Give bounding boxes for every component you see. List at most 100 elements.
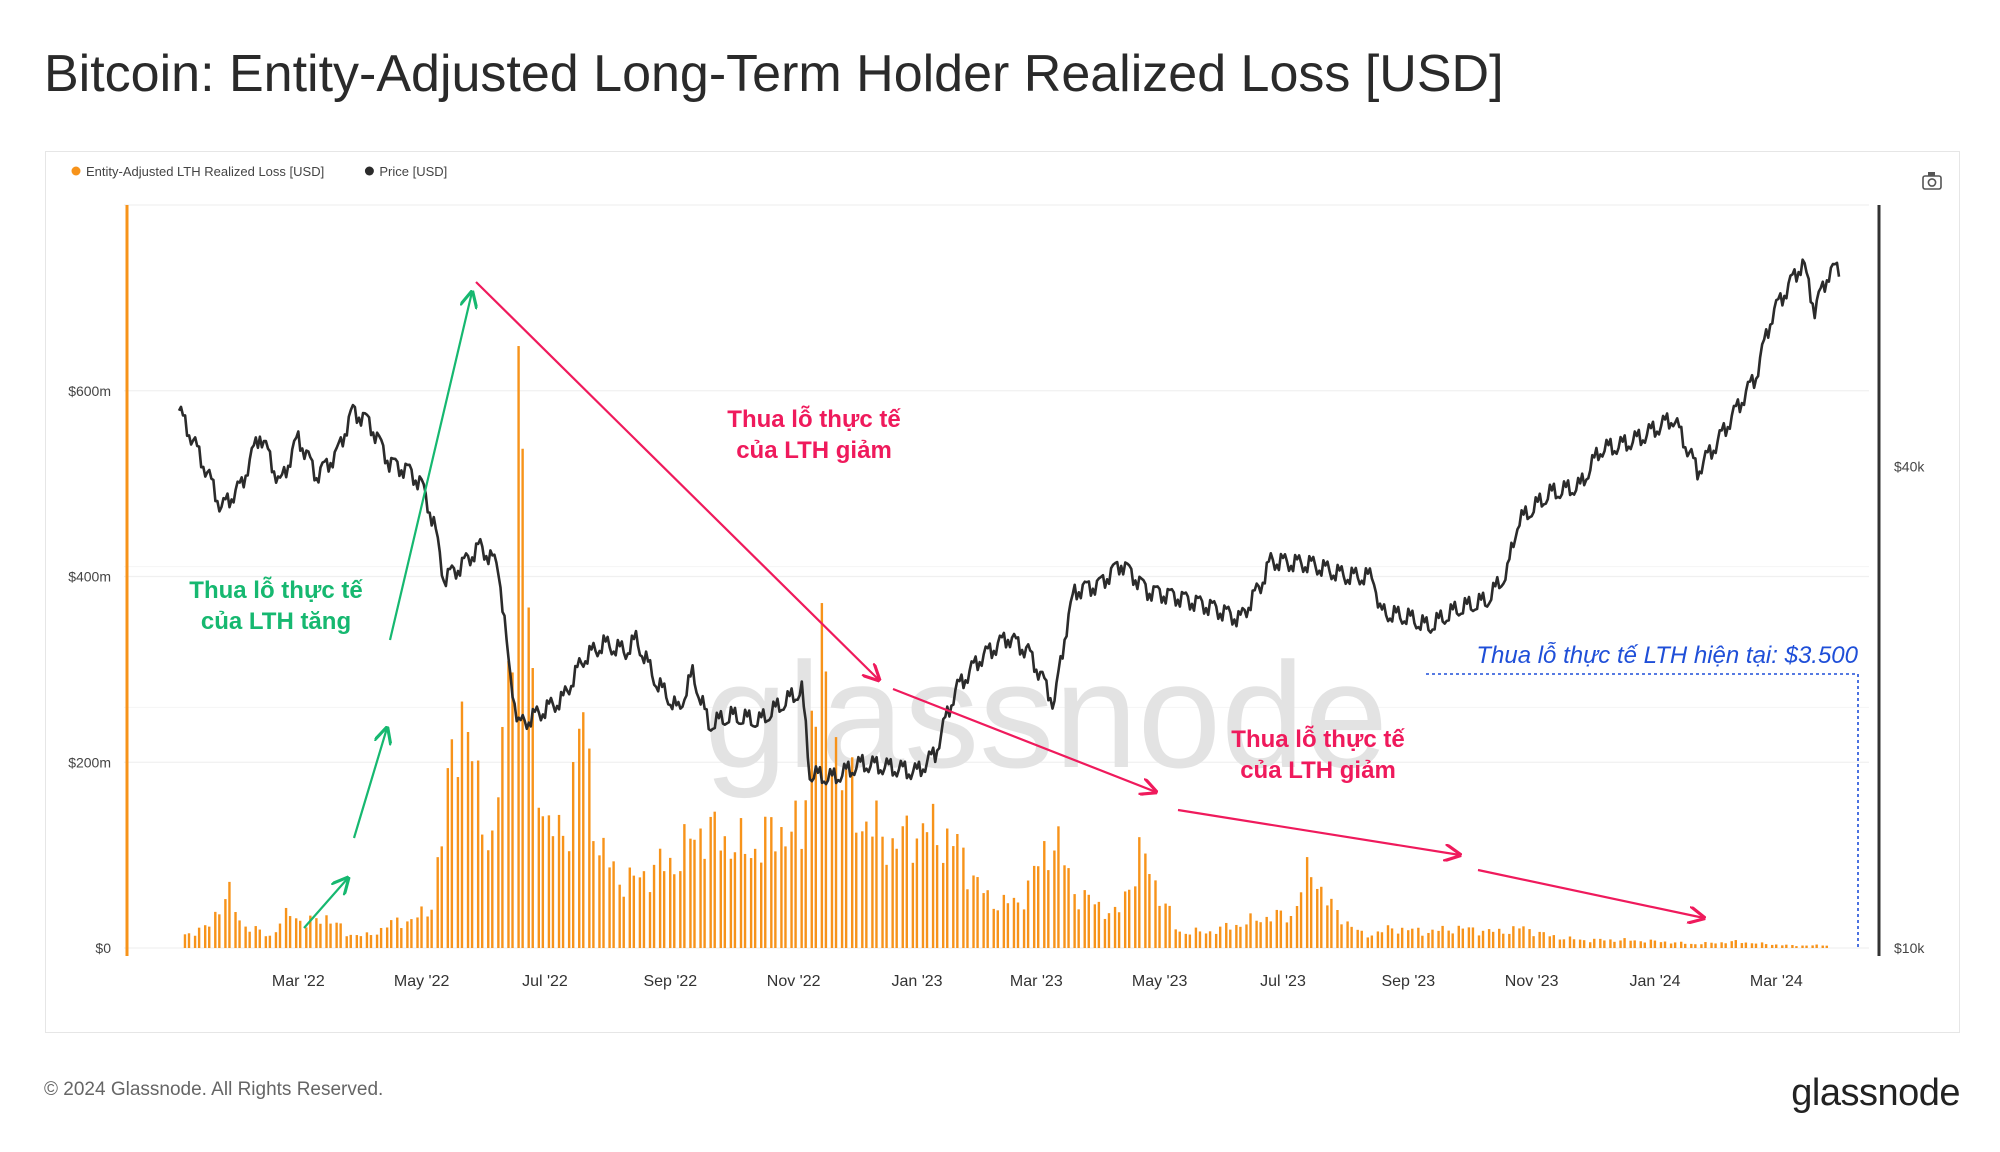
loss-bar	[1750, 943, 1754, 948]
loss-bar	[814, 726, 818, 948]
annotation-1-line-1: của LTH giảm	[736, 437, 892, 464]
loss-bar	[1694, 944, 1697, 948]
loss-bar	[1805, 945, 1808, 948]
loss-bar	[466, 732, 470, 948]
loss-bar	[729, 858, 733, 948]
loss-bar	[956, 834, 959, 948]
legend-marker-0	[71, 166, 81, 176]
loss-bar	[1673, 942, 1677, 948]
loss-bar	[1770, 944, 1774, 948]
loss-bar	[531, 668, 534, 948]
loss-bar	[794, 800, 797, 948]
loss-bar	[790, 831, 793, 948]
loss-bar	[1396, 933, 1400, 948]
loss-bar	[1512, 926, 1515, 948]
loss-bar	[1734, 940, 1737, 948]
loss-bar	[258, 929, 261, 948]
loss-bar	[972, 875, 975, 948]
loss-bar	[1144, 853, 1147, 948]
loss-bar	[379, 927, 383, 948]
loss-bar	[709, 816, 712, 948]
loss-bar	[187, 933, 191, 948]
loss-bar	[183, 934, 187, 948]
loss-bar	[683, 824, 686, 948]
loss-bar	[1791, 945, 1794, 948]
loss-bar	[1239, 926, 1242, 948]
loss-bar	[1043, 841, 1046, 948]
loss-bar	[1704, 942, 1707, 948]
red-arrow-3	[1177, 808, 1460, 855]
loss-bar	[557, 814, 561, 948]
loss-bar	[1006, 903, 1010, 948]
loss-bar	[739, 818, 743, 948]
loss-bar	[588, 748, 591, 948]
loss-bar	[1346, 921, 1349, 948]
loss-bar	[1714, 943, 1717, 948]
loss-bar	[658, 848, 662, 948]
loss-bar	[1026, 880, 1030, 948]
loss-bar	[881, 836, 884, 948]
loss-bar	[460, 701, 464, 948]
loss-bar	[582, 712, 585, 948]
loss-bar	[197, 927, 201, 948]
loss-bar	[1609, 939, 1612, 948]
green-arrow-1	[303, 878, 348, 929]
loss-bar	[480, 834, 484, 948]
loss-bar	[935, 845, 939, 948]
page-title: Bitcoin: Entity-Adjusted Long-Term Holde…	[44, 45, 1504, 103]
loss-bar	[774, 851, 777, 948]
loss-bar	[309, 915, 312, 948]
loss-bar	[537, 807, 541, 948]
loss-bar	[1724, 943, 1727, 948]
loss-bar	[228, 881, 231, 948]
loss-bar	[288, 916, 292, 948]
loss-bar	[1639, 941, 1642, 948]
x-tick-label: May '23	[1132, 973, 1188, 990]
loss-bar	[517, 346, 520, 948]
x-tick-label: Mar '24	[1750, 973, 1803, 990]
annotation-0-line-1: của LTH tăng	[201, 608, 351, 635]
loss-bar	[1330, 898, 1333, 948]
annotation-3-line-0: Thua lỗ thực tế LTH hiện tại: $3.500	[1476, 641, 1858, 669]
loss-bar	[1679, 941, 1683, 948]
camera-icon	[1922, 172, 1942, 190]
loss-bar	[254, 926, 257, 948]
loss-bar	[592, 841, 595, 948]
loss-bar	[1633, 940, 1636, 948]
loss-bar	[608, 867, 611, 948]
loss-bar	[224, 899, 227, 948]
camera-lens	[1927, 178, 1937, 187]
loss-bar	[1744, 942, 1748, 948]
loss-bar	[507, 660, 510, 948]
loss-bar	[1785, 944, 1788, 948]
loss-bar	[294, 918, 298, 948]
loss-bar	[1245, 924, 1248, 948]
loss-bar	[891, 838, 894, 948]
loss-bar	[1390, 928, 1394, 948]
loss-bar	[1522, 926, 1525, 948]
loss-bar	[804, 800, 807, 948]
loss-bar	[1057, 826, 1060, 948]
loss-bar	[1037, 866, 1040, 948]
loss-bar	[719, 850, 722, 948]
loss-bar	[673, 874, 676, 948]
x-tick-label: Jan '23	[891, 973, 942, 990]
loss-bar	[1589, 942, 1592, 948]
loss-bar	[1123, 891, 1127, 948]
loss-bar	[359, 936, 363, 948]
red-arrow-1	[475, 281, 879, 680]
loss-bar	[578, 728, 581, 948]
loss-bar	[652, 864, 656, 948]
loss-bar	[1309, 877, 1313, 948]
loss-bar	[1481, 930, 1485, 948]
loss-bar	[830, 770, 834, 948]
loss-bar	[638, 877, 642, 948]
loss-bar	[810, 710, 813, 948]
loss-bar	[1128, 889, 1131, 948]
loss-bar	[1168, 905, 1171, 948]
loss-bar	[491, 830, 494, 948]
loss-bar	[901, 826, 904, 948]
loss-bar	[238, 920, 241, 948]
loss-bar	[1427, 932, 1430, 948]
annotation-2-line-1: của LTH giảm	[1240, 757, 1396, 784]
